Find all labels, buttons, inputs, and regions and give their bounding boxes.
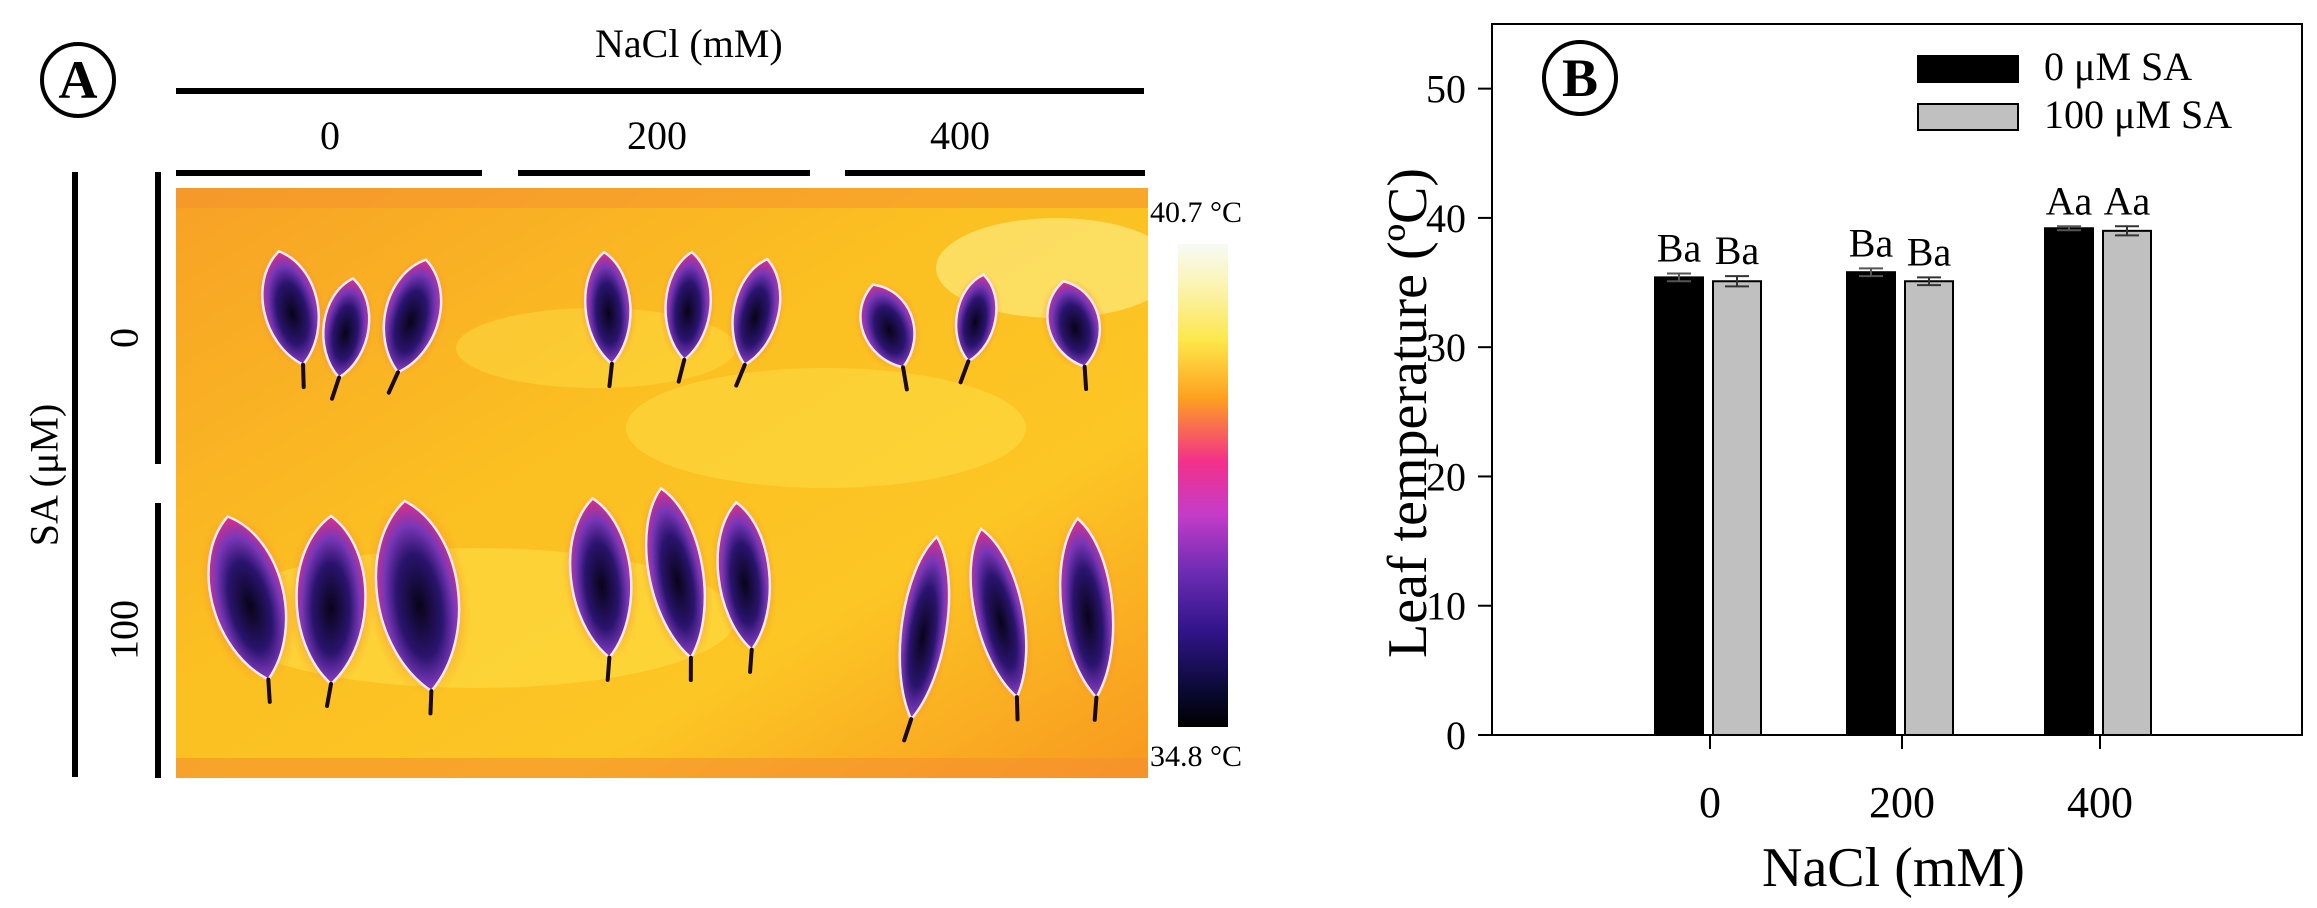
- nacl-400-line: [845, 170, 1145, 176]
- nacl-200-line: [518, 170, 810, 176]
- nacl-level-0: 0: [320, 113, 340, 158]
- nacl-title-a: NaCl (mM): [595, 21, 783, 66]
- nacl-level-400: 400: [930, 113, 990, 158]
- significance-label: Ba: [1907, 229, 1952, 274]
- y-tick-label: 0: [1446, 713, 1466, 758]
- x-tick-label: 400: [2067, 778, 2133, 827]
- leaf-icon: [725, 256, 787, 388]
- significance-label: Aa: [2046, 178, 2093, 223]
- plot-frame: [1491, 23, 2303, 736]
- leaf-icon: [1053, 513, 1121, 722]
- significance-label: Aa: [2104, 178, 2151, 223]
- nacl-level-200: 200: [627, 113, 687, 158]
- x-tick-label: 200: [1869, 778, 1935, 827]
- temperature-colorbar: [1178, 244, 1228, 727]
- legend-swatch: [1917, 103, 2019, 131]
- leaf-icon: [375, 256, 449, 395]
- leaf-icon: [659, 249, 717, 384]
- leaf-icon: [892, 532, 956, 743]
- y-tick-label: 30: [1426, 325, 1466, 370]
- bar: [2102, 229, 2152, 736]
- y-tick-label: 50: [1426, 67, 1466, 112]
- leaf-icon: [579, 249, 637, 389]
- chart-bars: Ba Ba Ba Ba Aa Aa: [1654, 178, 2152, 736]
- sa-span-line: [72, 172, 78, 777]
- y-axis-title: Leaf temperature (ºC): [1377, 168, 1439, 658]
- bar: [1904, 280, 1954, 736]
- y-tick-label: 20: [1426, 454, 1466, 499]
- leaf-icon: [255, 248, 327, 390]
- colorbar-max-label: 40.7 °C: [1150, 196, 1243, 229]
- leaf-icon: [287, 511, 375, 708]
- bar: [1846, 271, 1896, 736]
- leaf-icon: [950, 272, 1002, 385]
- bar: [2044, 227, 2094, 736]
- leaf-icon: [710, 498, 778, 674]
- leaf-icon: [853, 281, 923, 392]
- y-tick-label: 10: [1426, 584, 1466, 629]
- leaf-icon: [562, 494, 640, 682]
- legend-swatch: [1917, 55, 2019, 83]
- nacl-0-line: [176, 170, 482, 176]
- leaf-icon: [316, 275, 376, 401]
- sa-100-line: [155, 503, 161, 778]
- colorbar-min-label: 34.8 °C: [1150, 740, 1243, 773]
- bar: [1654, 276, 1704, 736]
- legend-label: 100 μM SA: [2044, 92, 2232, 137]
- sa-0-line: [155, 172, 161, 464]
- leaf-icon: [1040, 278, 1108, 392]
- x-tick-label: 0: [1699, 778, 1721, 827]
- panel-a-letter: A: [40, 42, 116, 118]
- panel-b-letter: B: [1542, 40, 1618, 116]
- leaf-icon: [365, 495, 471, 716]
- leaf-icon: [198, 511, 298, 704]
- nacl-span-line: [176, 88, 1144, 94]
- thermal-image: [176, 188, 1148, 778]
- significance-label: Ba: [1657, 225, 1702, 270]
- y-tick-label: 40: [1426, 196, 1466, 241]
- bar: [1712, 280, 1762, 736]
- significance-label: Ba: [1715, 228, 1760, 273]
- significance-label: Ba: [1849, 220, 1894, 265]
- x-axis-title: NaCl (mM): [1762, 837, 2025, 899]
- leaf-layer: [198, 248, 1121, 743]
- thermal-image-svg: [176, 188, 1148, 778]
- leaf-icon: [963, 524, 1035, 722]
- chart-axes: 0 10 20 30 40 50 0 200 400: [1426, 23, 2303, 827]
- legend-label: 0 μM SA: [2044, 44, 2192, 89]
- leaf-icon: [638, 483, 714, 683]
